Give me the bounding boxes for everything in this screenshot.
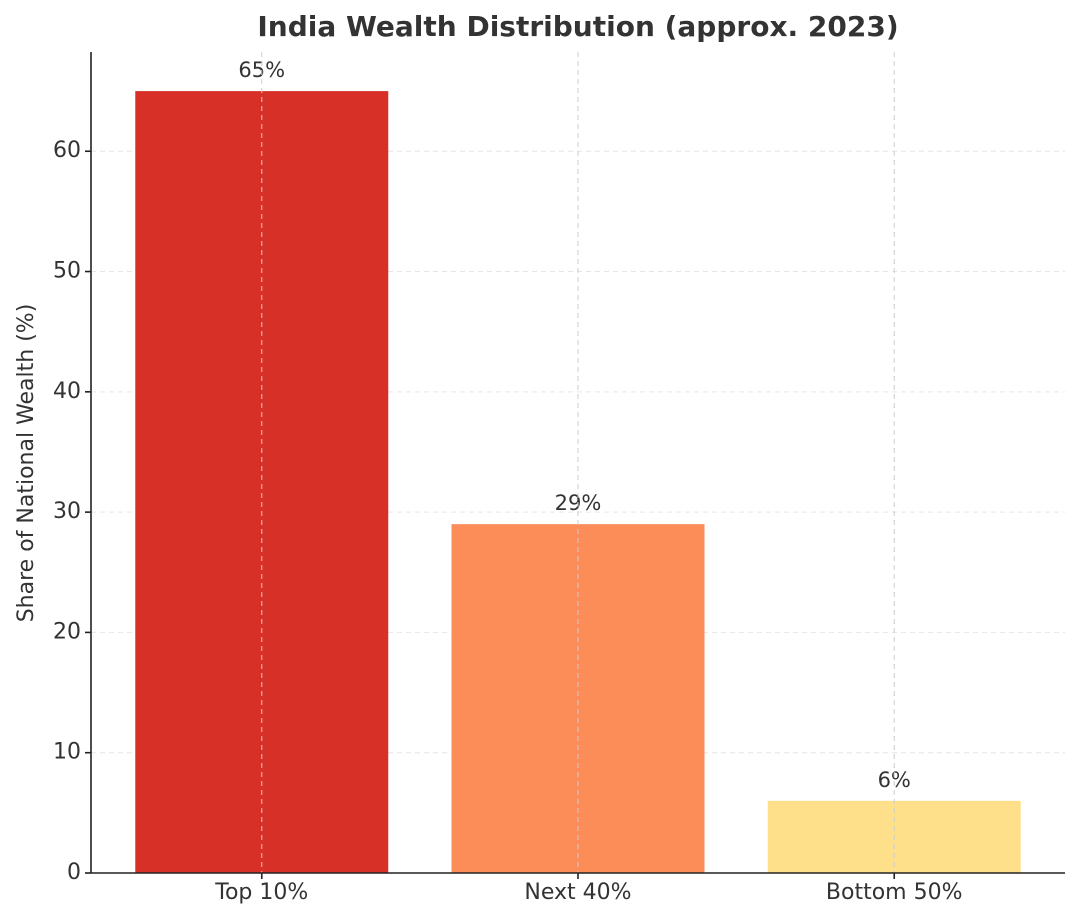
y-tick-label: 40: [53, 379, 81, 404]
y-tick-label: 30: [53, 499, 81, 524]
value-label: 6%: [878, 768, 911, 792]
y-tick-label: 60: [53, 138, 81, 163]
bar: [451, 524, 705, 873]
y-tick-label: 10: [53, 740, 81, 765]
y-tick-label: 50: [53, 259, 81, 284]
x-tick-label: Top 10%: [214, 880, 308, 905]
chart-title: India Wealth Distribution (approx. 2023): [257, 10, 898, 43]
y-tick-label: 0: [67, 860, 81, 885]
y-axis-label: Share of National Wealth (%): [14, 304, 39, 623]
y-tick-label: 20: [53, 619, 81, 644]
x-tick-label: Bottom 50%: [826, 880, 963, 905]
bar: [135, 91, 389, 874]
x-tick-label: Next 40%: [524, 880, 631, 905]
